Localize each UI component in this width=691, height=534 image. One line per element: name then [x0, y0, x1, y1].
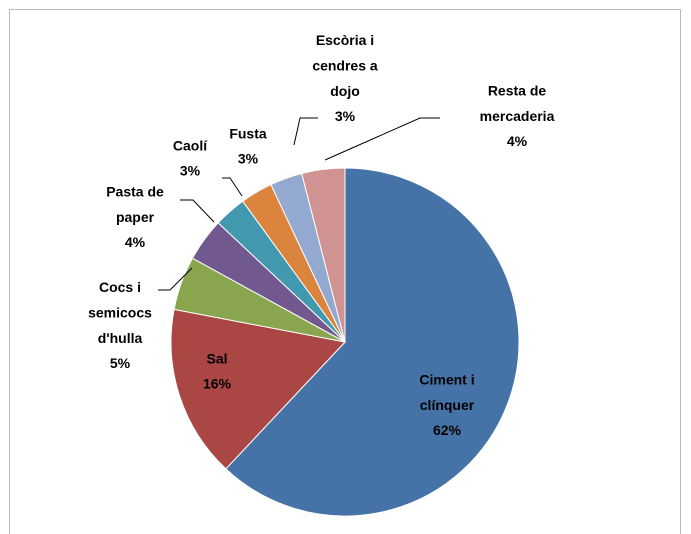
- slice-value-label: 5%: [110, 355, 131, 371]
- slice-label: Pasta de paper: [106, 183, 164, 225]
- leader-line: [158, 267, 193, 291]
- pie-slice: [170, 308, 346, 470]
- slice-value-label: 4%: [125, 234, 146, 250]
- leader-line: [180, 199, 215, 223]
- slice-label: Fusta: [229, 125, 267, 141]
- leader-line: [324, 117, 440, 161]
- slice-value-label: 4%: [507, 133, 528, 149]
- slice-value-label: 3%: [238, 150, 259, 166]
- slice-label: Resta de mercaderia: [480, 82, 555, 124]
- slice-label: Escòria i cendres a dojo: [312, 31, 378, 98]
- slice-label: Ciment i clínquer: [419, 371, 474, 413]
- slice-value-label: 16%: [203, 375, 232, 391]
- slice-label: Caolí: [173, 137, 208, 153]
- slice-label: Sal: [206, 350, 227, 366]
- leader-line: [293, 117, 318, 146]
- pie-slice: [301, 167, 346, 343]
- slice-value-label: 3%: [335, 108, 356, 124]
- pie-slice: [225, 167, 520, 517]
- slice-value-label: 62%: [433, 422, 462, 438]
- slice-value-label: 3%: [180, 162, 201, 178]
- slice-label: Cocs i semicocs d'hulla: [88, 278, 152, 345]
- leader-line: [222, 177, 243, 197]
